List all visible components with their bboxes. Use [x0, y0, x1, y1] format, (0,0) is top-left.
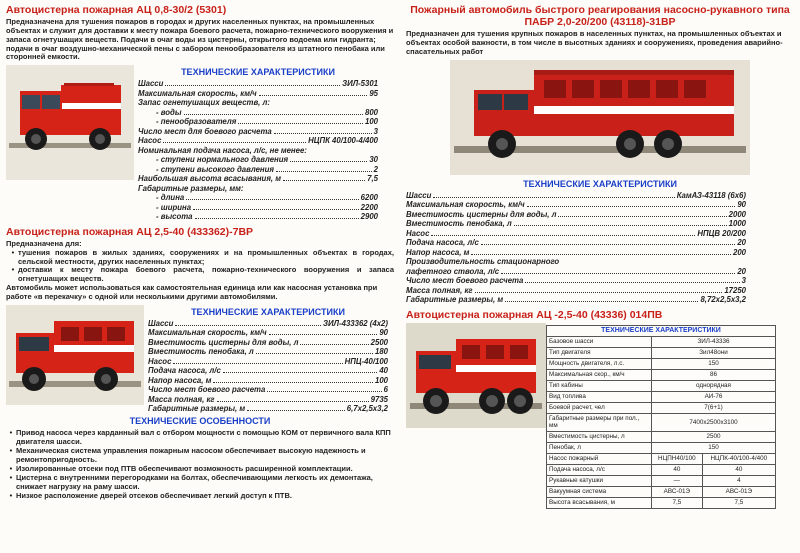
v2-image	[6, 305, 144, 405]
v1-title: Автоцистерна пожарная АЦ 0,8-30/2 (5301)	[6, 4, 394, 16]
v2-desc: Предназначена для: •тушения пожаров в жи…	[6, 240, 394, 302]
v4-title: Автоцистерна пожарная АЦ -2,5-40 (43336)…	[406, 309, 794, 321]
v2-features: •Привод насоса через карданный вал с отб…	[6, 428, 394, 500]
v4-table: ТЕХНИЧЕСКИЕ ХАРАКТЕРИСТИКИ Базовое шасси…	[546, 323, 776, 509]
v2-feat-head: ТЕХНИЧЕСКИЕ ОСОБЕННОСТИ	[6, 416, 394, 426]
v4-image	[406, 323, 546, 428]
v3-subhead: ТЕХНИЧЕСКИЕ ХАРАКТЕРИСТИКИ	[406, 179, 794, 189]
vehicle-3: Пожарный автомобиль быстрого реагировани…	[406, 4, 794, 305]
v2-specs: ТЕХНИЧЕСКИЕ ХАРАКТЕРИСТИКИ ШассиЗИЛ-4333…	[148, 305, 388, 414]
vehicle-2: Автоцистерна пожарная АЦ 2,5-40 (433362)…	[6, 226, 394, 500]
v3-specs: ШассиКамАЗ-43118 (6х6)Максимальная скоро…	[406, 191, 746, 305]
v2-subhead: ТЕХНИЧЕСКИЕ ХАРАКТЕРИСТИКИ	[148, 307, 388, 317]
v1-image	[6, 65, 134, 180]
v3-title: Пожарный автомобиль быстрого реагировани…	[406, 4, 794, 28]
v3-image	[406, 60, 794, 177]
v3-desc: Предназначен для тушения крупных пожаров…	[406, 30, 794, 57]
vehicle-4: Автоцистерна пожарная АЦ -2,5-40 (43336)…	[406, 309, 794, 509]
v2-title: Автоцистерна пожарная АЦ 2,5-40 (433362)…	[6, 226, 394, 238]
v1-specs: ТЕХНИЧЕСКИЕ ХАРАКТЕРИСТИКИ ШассиЗИЛ-5301…	[138, 65, 378, 222]
v1-desc: Предназначена для тушения пожаров в горо…	[6, 18, 394, 62]
v1-subhead: ТЕХНИЧЕСКИЕ ХАРАКТЕРИСТИКИ	[138, 67, 378, 77]
vehicle-1: Автоцистерна пожарная АЦ 0,8-30/2 (5301)…	[6, 4, 394, 222]
